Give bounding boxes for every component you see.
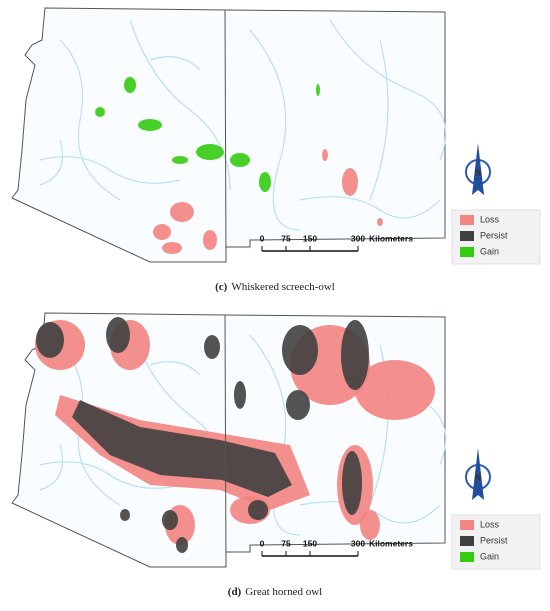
stream — [39, 444, 64, 491]
legend-label: Gain — [480, 246, 499, 256]
habitat-patch — [316, 84, 320, 96]
habitat-patch — [162, 242, 182, 254]
legend-swatch — [460, 231, 474, 241]
legend-swatch — [460, 215, 474, 225]
stream — [369, 39, 389, 201]
habitat-patch — [162, 510, 178, 530]
scale-label: 150 — [303, 233, 317, 243]
scale-label: 0 — [260, 538, 265, 548]
caption: (c) Whiskered screech-owl — [215, 281, 335, 293]
habitat-patch — [360, 510, 380, 540]
legend-swatch — [460, 520, 474, 530]
stream — [39, 139, 64, 186]
scale-label: 300 — [351, 233, 365, 243]
caption-label: (d) — [228, 586, 242, 598]
state-border — [224, 9, 227, 263]
habitat-patch — [342, 168, 358, 196]
legend-swatch — [460, 552, 474, 562]
habitat-patch — [259, 172, 271, 192]
north-label: N — [475, 167, 482, 177]
habitat-patch — [172, 156, 188, 164]
habitat-patch — [176, 537, 188, 553]
habitat-patch — [342, 451, 362, 515]
habitat-patch — [36, 322, 64, 358]
habitat-patch — [355, 360, 435, 420]
legend-swatch — [460, 536, 474, 546]
caption-text: Great horned owl — [245, 586, 322, 598]
habitat-patch — [234, 381, 246, 409]
habitat-patch — [230, 153, 250, 167]
habitat-patch — [322, 149, 328, 161]
scale-label: 150 — [303, 538, 317, 548]
habitat-patch — [120, 509, 130, 521]
legend-label: Loss — [480, 214, 500, 224]
habitat-patch — [153, 224, 171, 240]
habitat-patch — [106, 317, 130, 353]
legend-label: Loss — [480, 519, 500, 529]
stream — [249, 29, 301, 231]
habitat-patch — [204, 335, 220, 359]
state-outline — [11, 7, 446, 263]
habitat-patch — [95, 107, 105, 117]
caption-text: Whiskered screech-owl — [231, 281, 335, 293]
stream — [299, 501, 441, 524]
habitat-patch — [341, 320, 369, 390]
scale-unit: Kilometers — [369, 233, 413, 243]
scale-label: 75 — [281, 538, 291, 548]
habitat-patch — [377, 218, 383, 226]
north-arrow — [472, 448, 484, 500]
legend-label: Persist — [480, 535, 508, 545]
habitat-patch — [124, 77, 136, 93]
stream — [59, 39, 121, 201]
habitat-patch — [286, 390, 310, 420]
habitat-patch — [196, 144, 224, 160]
stream — [329, 19, 447, 161]
stream — [299, 196, 441, 219]
habitat-patch — [282, 325, 318, 375]
state-border — [224, 314, 227, 568]
north-arrow — [472, 143, 484, 195]
habitat-patch — [170, 202, 194, 222]
scale-label: 300 — [351, 538, 365, 548]
legend-label: Persist — [480, 230, 508, 240]
habitat-patch — [138, 119, 162, 131]
caption: (d) Great horned owl — [228, 586, 322, 598]
map-panel: N Loss Persist Gain 0 75 150 300 Kilometers (d) Gr… — [11, 312, 541, 598]
stream — [149, 56, 201, 71]
legend-swatch — [460, 247, 474, 257]
habitat-patch — [248, 500, 268, 520]
map-panel: N Loss Persist Gain 0 75 150 300 Kilometers (c) Wh… — [11, 7, 541, 293]
scale-label: 75 — [281, 233, 291, 243]
caption-label: (c) — [215, 281, 228, 293]
habitat-patch — [72, 400, 292, 497]
north-label: N — [475, 472, 482, 482]
stream — [149, 361, 201, 376]
legend-label: Gain — [480, 551, 499, 561]
scale-label: 0 — [260, 233, 265, 243]
scale-unit: Kilometers — [369, 538, 413, 548]
habitat-patch — [203, 230, 217, 250]
